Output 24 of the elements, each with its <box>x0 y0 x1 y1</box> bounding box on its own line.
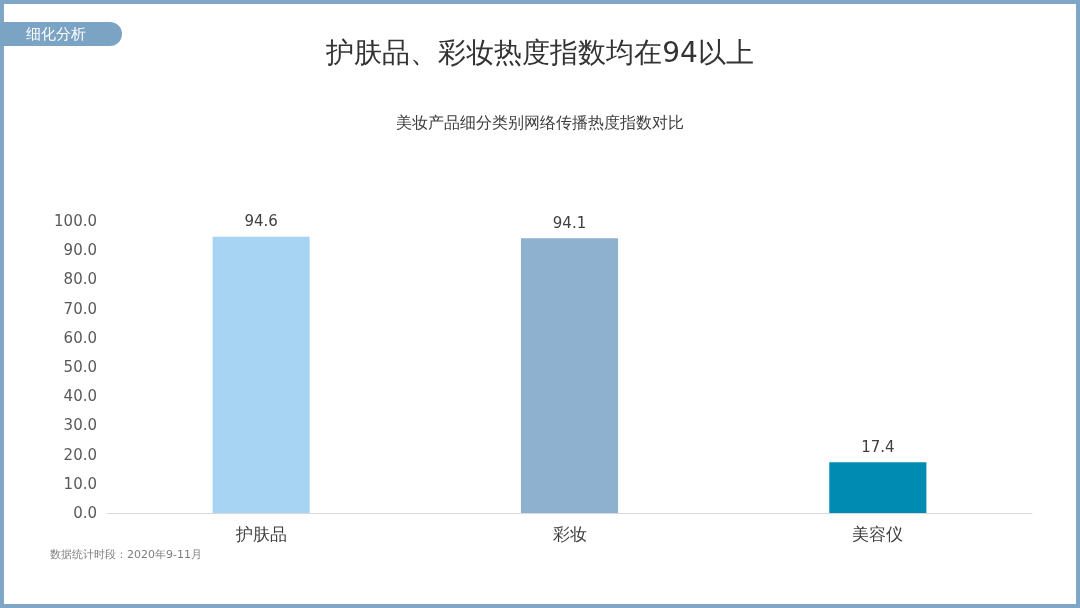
y-tick-label: 60.0 <box>63 328 97 347</box>
y-tick-label: 0.0 <box>73 504 97 522</box>
chart-title: 护肤品、彩妆热度指数均在94以上 <box>325 35 754 69</box>
y-tick-label: 20.0 <box>63 445 97 464</box>
section-tag: 细化分析 <box>0 22 122 46</box>
y-tick-label: 30.0 <box>63 416 97 435</box>
data-label: 94.1 <box>552 213 587 232</box>
x-tick-label: 美容仪 <box>852 523 904 544</box>
y-tick-label: 10.0 <box>63 474 97 493</box>
bar <box>520 238 619 513</box>
x-tick-label: 彩妆 <box>552 523 587 544</box>
data-label: 17.4 <box>861 437 895 456</box>
chart-subtitle: 美妆产品细分类别网络传播热度指数对比 <box>396 112 684 132</box>
y-tick-label: 50.0 <box>63 358 97 376</box>
y-tick-label: 80.0 <box>63 270 97 289</box>
y-tick-label: 90.0 <box>63 241 97 260</box>
y-tick-label: 70.0 <box>63 299 97 318</box>
y-tick-label: 40.0 <box>63 387 97 406</box>
data-label: 94.6 <box>244 212 278 231</box>
y-tick-label: 100.0 <box>54 212 97 230</box>
bar <box>212 236 310 513</box>
text: 数据统计时段：2020年9-11月 <box>50 548 202 562</box>
bar <box>829 462 927 513</box>
x-tick-label: 护肤品 <box>234 523 287 544</box>
